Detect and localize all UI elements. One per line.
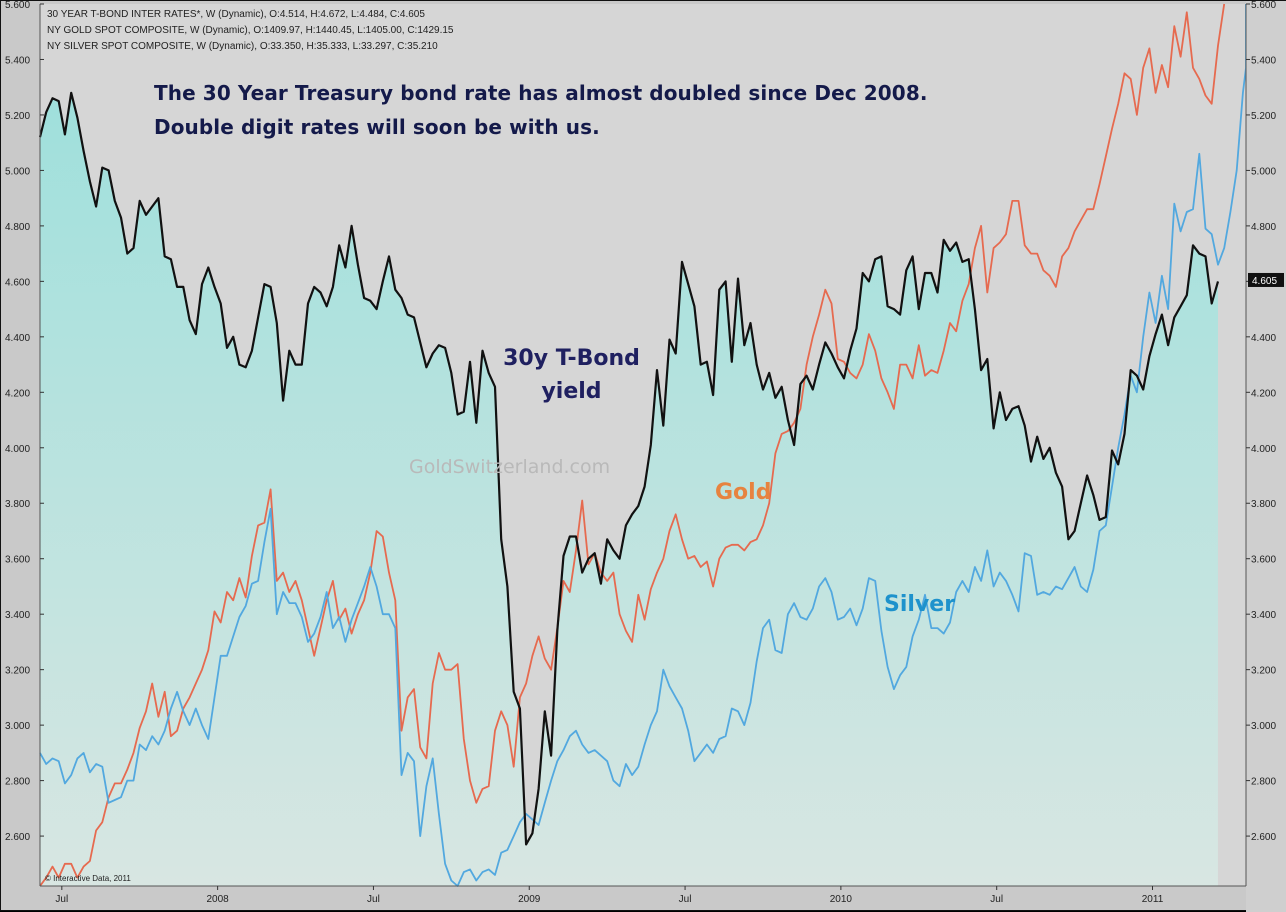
x-tick-label: Jul [55, 894, 68, 905]
x-tick-label: 2010 [830, 894, 853, 905]
y-tick-label-left: 3.000 [5, 721, 30, 732]
y-tick-label-left: 4.400 [5, 333, 30, 344]
y-tick-label-left: 5.200 [5, 111, 30, 122]
y-tick-label-right: 3.000 [1251, 721, 1276, 732]
x-tick-label: Jul [679, 894, 692, 905]
y-tick-label-left: 5.000 [5, 166, 30, 177]
y-tick-label-left: 5.600 [5, 1, 30, 11]
legend-silver: NY SILVER SPOT COMPOSITE, W (Dynamic), O… [47, 41, 438, 52]
y-tick-label-left: 4.200 [5, 388, 30, 399]
y-tick-label-left: 3.400 [5, 610, 30, 621]
y-tick-label-right: 3.600 [1251, 555, 1276, 566]
y-tick-label-right: 3.400 [1251, 610, 1276, 621]
watermark: GoldSwitzerland.com [409, 456, 611, 478]
legend-tbond: 30 YEAR T-BOND INTER RATES*, W (Dynamic)… [47, 9, 425, 20]
right-axis-panel [1246, 1, 1286, 912]
last-value-box [1248, 272, 1284, 287]
y-tick-label-left: 2.800 [5, 777, 30, 788]
x-tick-label: 2011 [1142, 894, 1164, 905]
x-tick-label: 2008 [207, 894, 230, 905]
y-tick-label-right: 4.800 [1251, 222, 1276, 233]
y-tick-label-right: 3.800 [1251, 499, 1276, 510]
y-tick-label-left: 5.400 [5, 55, 30, 66]
tbond-label-line-1: 30y T-Bond [503, 346, 640, 371]
y-tick-label-right: 5.400 [1251, 55, 1276, 66]
y-tick-label-right: 5.200 [1251, 111, 1276, 122]
y-tick-label-left: 3.200 [5, 666, 30, 677]
y-tick-label-left: 3.800 [5, 499, 30, 510]
silver-line [39, 4, 1247, 887]
legend-gold: NY GOLD SPOT COMPOSITE, W (Dynamic), O:1… [47, 25, 454, 36]
tbond-yield-line [38, 91, 1220, 846]
x-tick-label: 2009 [518, 894, 541, 905]
last-value-label: 4.605 [1252, 276, 1277, 287]
gold-line [39, 3, 1226, 887]
y-tick-label-right: 4.000 [1251, 444, 1276, 455]
y-tick-label-right: 3.200 [1251, 666, 1276, 677]
y-tick-label-left: 3.600 [5, 555, 30, 566]
y-tick-label-left: 4.800 [5, 222, 30, 233]
headline-line-1: The 30 Year Treasury bond rate has almos… [154, 81, 928, 105]
y-tick-label-left: 4.000 [5, 444, 30, 455]
y-tick-label-left: 2.600 [5, 832, 30, 843]
y-tick-label-right: 4.400 [1251, 333, 1276, 344]
y-tick-label-right: 5.000 [1251, 166, 1276, 177]
tbond-label-line-2: yield [541, 379, 602, 404]
x-tick-label: Jul [990, 894, 1003, 905]
y-tick-label-right: 5.600 [1251, 1, 1276, 11]
y-tick-label-right: 2.600 [1251, 832, 1276, 843]
gold-label: Gold [715, 480, 772, 505]
y-tick-label-right: 2.800 [1251, 777, 1276, 788]
y-tick-label-left: 4.600 [5, 277, 30, 288]
copyright: © Interactive Data, 2011 [45, 874, 131, 883]
headline-line-2: Double digit rates will soon be with us. [154, 115, 600, 139]
tbond-label: 30y T-Bond yield [494, 346, 649, 404]
x-tick-label: Jul [367, 894, 380, 905]
y-tick-label-right: 4.200 [1251, 388, 1276, 399]
tbond-area-fill [40, 92, 1218, 887]
silver-label: Silver [884, 592, 956, 617]
